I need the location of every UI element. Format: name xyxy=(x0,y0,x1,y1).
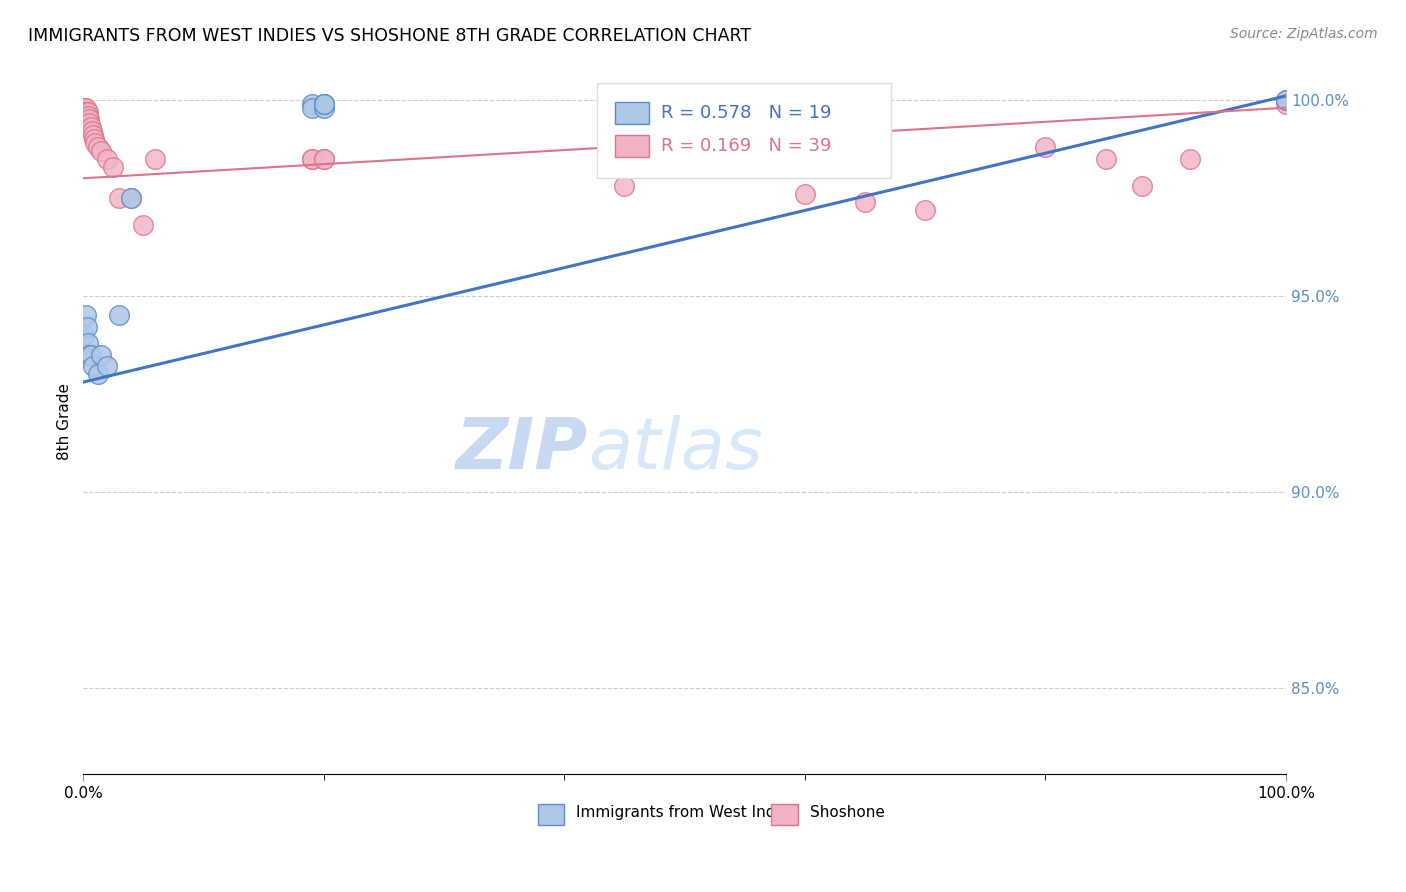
Point xyxy=(73,109,96,123)
Point xyxy=(76,104,98,119)
Point xyxy=(76,109,98,123)
Text: Source: ZipAtlas.com: Source: ZipAtlas.com xyxy=(1230,27,1378,41)
FancyBboxPatch shape xyxy=(614,102,648,124)
Y-axis label: 8th Grade: 8th Grade xyxy=(58,383,72,459)
Text: R = 0.169   N = 39: R = 0.169 N = 39 xyxy=(661,137,831,155)
Point xyxy=(82,128,104,143)
Point xyxy=(312,101,335,115)
Point xyxy=(87,140,110,154)
Point xyxy=(96,152,118,166)
Point xyxy=(82,359,104,374)
Point xyxy=(853,194,876,209)
Point xyxy=(1035,140,1057,154)
Point xyxy=(312,96,335,111)
Point xyxy=(75,101,97,115)
Text: Immigrants from West Indies: Immigrants from West Indies xyxy=(576,805,797,821)
Point xyxy=(96,359,118,374)
Point xyxy=(301,152,323,166)
Text: Shoshone: Shoshone xyxy=(810,805,884,821)
Point xyxy=(75,104,97,119)
Point xyxy=(79,348,101,362)
Text: R = 0.578   N = 19: R = 0.578 N = 19 xyxy=(661,104,831,122)
Point xyxy=(90,144,112,158)
Point xyxy=(145,152,167,166)
Point xyxy=(79,116,101,130)
Point xyxy=(312,96,335,111)
Point xyxy=(312,152,335,166)
Text: atlas: atlas xyxy=(589,415,763,484)
Point xyxy=(914,202,936,217)
Point xyxy=(103,160,125,174)
Point xyxy=(301,96,323,111)
Point xyxy=(83,132,105,146)
Point xyxy=(613,179,636,194)
Point xyxy=(73,101,96,115)
Point xyxy=(132,219,155,233)
Point xyxy=(75,109,97,123)
Point xyxy=(80,124,103,138)
Point xyxy=(301,101,323,115)
Point xyxy=(1094,152,1116,166)
Point xyxy=(793,186,815,201)
Text: ZIP: ZIP xyxy=(456,415,589,484)
Point xyxy=(79,112,101,127)
Point xyxy=(1275,93,1298,107)
Point xyxy=(77,104,100,119)
FancyBboxPatch shape xyxy=(538,804,564,825)
Point xyxy=(84,136,107,150)
Point xyxy=(79,348,101,362)
Point xyxy=(73,328,96,343)
Point xyxy=(1275,96,1298,111)
Point xyxy=(77,109,100,123)
Point xyxy=(76,320,98,334)
Point xyxy=(75,309,97,323)
Point xyxy=(79,120,101,135)
Point xyxy=(312,96,335,111)
Point xyxy=(1130,179,1153,194)
Point xyxy=(108,309,131,323)
FancyBboxPatch shape xyxy=(614,135,648,157)
Point xyxy=(77,335,100,350)
Point xyxy=(90,348,112,362)
Point xyxy=(108,191,131,205)
Point xyxy=(73,104,96,119)
Point xyxy=(120,191,142,205)
Point xyxy=(1178,152,1201,166)
Point xyxy=(312,152,335,166)
FancyBboxPatch shape xyxy=(772,804,797,825)
Point xyxy=(301,152,323,166)
Text: IMMIGRANTS FROM WEST INDIES VS SHOSHONE 8TH GRADE CORRELATION CHART: IMMIGRANTS FROM WEST INDIES VS SHOSHONE … xyxy=(28,27,751,45)
Point xyxy=(1275,93,1298,107)
Point xyxy=(120,191,142,205)
Point xyxy=(87,368,110,382)
FancyBboxPatch shape xyxy=(596,83,891,178)
